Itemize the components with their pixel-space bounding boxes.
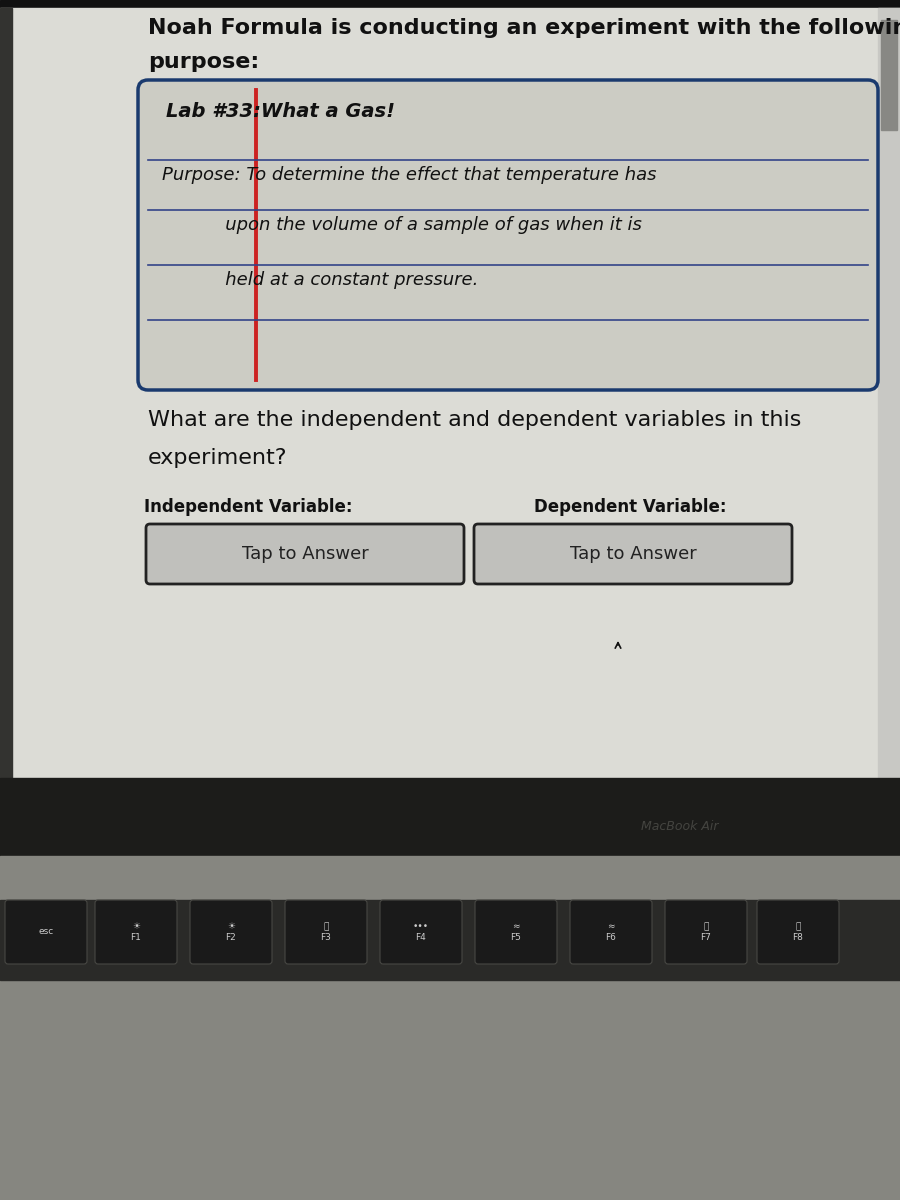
- Bar: [0, 8, 12, 778]
- Text: •••
F4: ••• F4: [413, 923, 429, 942]
- Text: Independent Variable:: Independent Variable:: [144, 498, 352, 516]
- Text: Lab #33:What a Gas!: Lab #33:What a Gas!: [166, 102, 395, 121]
- Text: ≈
F5: ≈ F5: [510, 923, 521, 942]
- Bar: [881, 20, 897, 130]
- Bar: [0, 900, 900, 980]
- FancyBboxPatch shape: [665, 900, 747, 964]
- Text: experiment?: experiment?: [148, 448, 287, 468]
- Text: What are the independent and dependent variables in this: What are the independent and dependent v…: [148, 410, 801, 430]
- Bar: [0, 778, 900, 856]
- Bar: [0, 8, 900, 778]
- Text: ☀
F2: ☀ F2: [226, 923, 237, 942]
- FancyBboxPatch shape: [380, 900, 462, 964]
- Text: ⏪
F7: ⏪ F7: [700, 923, 711, 942]
- FancyBboxPatch shape: [138, 80, 878, 390]
- Text: Dependent Variable:: Dependent Variable:: [534, 498, 726, 516]
- FancyBboxPatch shape: [757, 900, 839, 964]
- Text: Tap to Answer: Tap to Answer: [241, 545, 368, 563]
- FancyBboxPatch shape: [570, 900, 652, 964]
- FancyBboxPatch shape: [146, 524, 464, 584]
- FancyBboxPatch shape: [474, 524, 792, 584]
- Text: MacBook Air: MacBook Air: [641, 820, 719, 833]
- Text: upon the volume of a sample of gas when it is: upon the volume of a sample of gas when …: [162, 216, 642, 234]
- Bar: [0, 856, 900, 1200]
- FancyBboxPatch shape: [285, 900, 367, 964]
- Text: ⏩
F8: ⏩ F8: [793, 923, 804, 942]
- FancyBboxPatch shape: [5, 900, 87, 964]
- Bar: [878, 8, 900, 778]
- FancyBboxPatch shape: [95, 900, 177, 964]
- Text: esc: esc: [39, 928, 54, 936]
- Text: Tap to Answer: Tap to Answer: [570, 545, 697, 563]
- Text: purpose:: purpose:: [148, 52, 259, 72]
- Text: Noah Formula is conducting an experiment with the following: Noah Formula is conducting an experiment…: [148, 18, 900, 38]
- FancyBboxPatch shape: [190, 900, 272, 964]
- FancyBboxPatch shape: [475, 900, 557, 964]
- Text: ⬜
F3: ⬜ F3: [320, 923, 331, 942]
- Text: held at a constant pressure.: held at a constant pressure.: [162, 271, 479, 289]
- Text: ☀
F1: ☀ F1: [130, 923, 141, 942]
- Bar: [0, 0, 900, 8]
- Text: ≈
F6: ≈ F6: [606, 923, 616, 942]
- Text: Purpose: To determine the effect that temperature has: Purpose: To determine the effect that te…: [162, 166, 656, 184]
